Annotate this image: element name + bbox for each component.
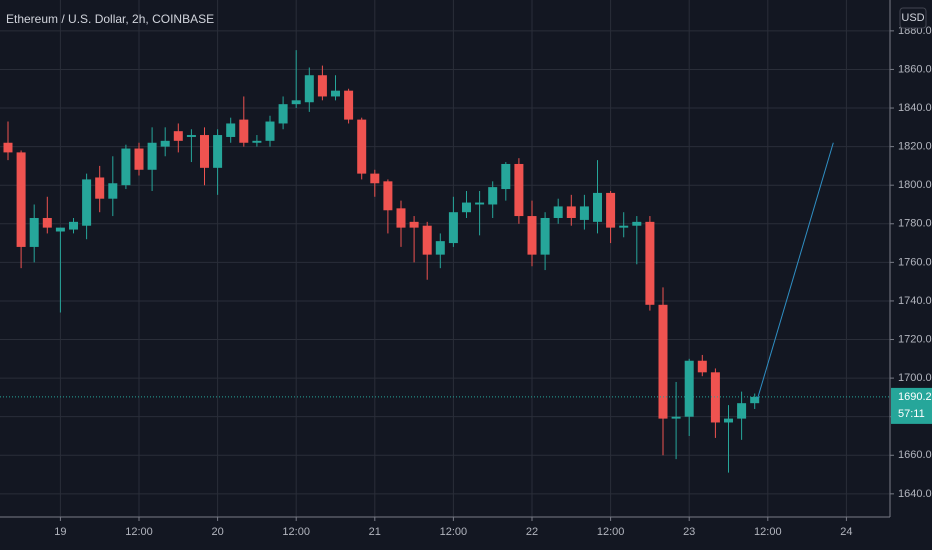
currency-button[interactable]	[899, 7, 927, 29]
candle-body	[317, 75, 327, 97]
x-tick-label: 22	[526, 526, 538, 538]
y-tick-label: 1640.00	[898, 488, 932, 500]
candle-body	[527, 216, 537, 255]
candle-body	[29, 217, 39, 247]
x-tick-label: 12:00	[597, 526, 625, 538]
candle-body	[514, 163, 524, 217]
y-tick-label: 1740.00	[898, 295, 932, 307]
y-tick-label: 1660.00	[898, 449, 932, 461]
candle-body	[658, 304, 668, 419]
y-tick-label: 1720.00	[898, 333, 932, 345]
candle-body	[501, 163, 511, 190]
x-tick-label: 12:00	[440, 526, 468, 538]
candle-body	[632, 221, 642, 226]
y-tick-label: 1820.00	[898, 141, 932, 153]
y-tick-label: 1840.00	[898, 102, 932, 114]
candle-body	[566, 206, 576, 218]
candle-body	[55, 227, 65, 232]
candle-body	[69, 221, 78, 230]
candle-body	[448, 212, 458, 244]
candle-body	[160, 140, 170, 147]
y-tick-label: 1880.00	[898, 25, 932, 37]
candle-body	[95, 177, 105, 199]
candle-body	[239, 119, 249, 143]
candle-body	[134, 148, 144, 170]
chart-title: Ethereum / U.S. Dollar, 2h, COINBASE	[6, 12, 214, 26]
candles	[0, 50, 890, 473]
candle-body	[645, 221, 655, 305]
candle-body	[619, 225, 629, 228]
candle-body	[16, 152, 26, 247]
candle-body	[697, 360, 707, 373]
candle-body	[737, 403, 747, 419]
candle-body	[593, 192, 602, 222]
candle-body	[121, 148, 131, 186]
y-tick-label: 1800.00	[898, 179, 932, 191]
candle-body	[370, 173, 380, 184]
candle-body	[278, 104, 288, 124]
candle-body	[331, 90, 340, 97]
candle-body	[396, 208, 406, 228]
candle-body	[291, 100, 301, 105]
candle-body	[710, 372, 720, 423]
currency-label[interactable]: USD	[901, 12, 924, 24]
candle-body	[3, 142, 13, 153]
axes: 1640.001660.001680.001700.001720.001740.…	[54, 25, 932, 538]
y-tick-label: 1760.00	[898, 256, 932, 268]
candle-body	[226, 123, 236, 137]
countdown-label: 57:11	[898, 408, 925, 420]
candle-body	[173, 131, 183, 141]
candle-body	[213, 135, 223, 168]
x-tick-label: 24	[840, 526, 852, 538]
candle-body	[462, 202, 471, 213]
x-tick-label: 12:00	[282, 526, 310, 538]
x-tick-label: 12:00	[125, 526, 153, 538]
candle-body	[750, 396, 760, 404]
candle-body	[553, 206, 563, 218]
candle-body	[304, 75, 314, 103]
candle-body	[383, 181, 393, 211]
x-tick-label: 23	[683, 526, 695, 538]
candle-body	[540, 217, 550, 255]
y-tick-label: 1780.00	[898, 218, 932, 230]
candle-body	[435, 241, 445, 255]
candle-body	[42, 217, 52, 228]
x-tick-label: 12:00	[754, 526, 782, 538]
candle-body	[488, 187, 498, 205]
x-tick-label: 20	[211, 526, 223, 538]
candle-body	[147, 142, 157, 170]
y-tick-label: 1860.00	[898, 63, 932, 75]
candle-body	[422, 225, 432, 255]
candle-body	[475, 202, 485, 205]
candle-body	[344, 90, 354, 120]
price-label: 1690.26	[898, 391, 932, 403]
candle-body	[606, 192, 616, 228]
candle-body	[186, 135, 196, 137]
candle-body	[265, 121, 275, 141]
y-tick-label: 1700.00	[898, 372, 932, 384]
candle-body	[724, 418, 733, 423]
candle-body	[200, 135, 209, 168]
candle-body	[409, 221, 419, 228]
candle-body	[684, 360, 694, 417]
candle-body	[108, 183, 118, 199]
candle-body	[82, 179, 92, 226]
price-label-box	[891, 387, 932, 424]
x-tick-label: 19	[54, 526, 66, 538]
candle-body	[671, 416, 681, 419]
candle-body	[579, 206, 589, 220]
trend-line	[756, 142, 834, 400]
candle-body	[252, 140, 262, 143]
candle-body	[357, 119, 367, 174]
x-tick-label: 21	[369, 526, 381, 538]
